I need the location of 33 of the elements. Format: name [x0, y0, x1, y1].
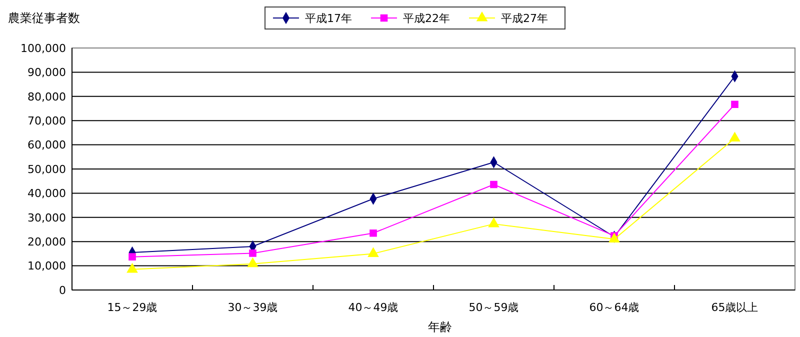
point: [249, 250, 256, 257]
legend-label: 平成27年: [501, 12, 548, 25]
y-tick-label: 80,000: [28, 90, 66, 104]
y-axis-title: 農業従事者数: [8, 11, 80, 25]
point: [729, 132, 740, 142]
x-tick-label: 50～59歳: [468, 301, 519, 314]
y-tick-label: 0: [59, 284, 66, 297]
point: [731, 100, 738, 108]
point: [128, 253, 136, 261]
y-tick-label: 50,000: [28, 162, 66, 176]
y-tick-label: 60,000: [28, 138, 66, 152]
y-tick-label: 70,000: [28, 114, 66, 128]
y-tick-label: 40,000: [28, 187, 66, 200]
point: [608, 233, 620, 242]
y-tick-label: 90,000: [28, 66, 66, 80]
point: [126, 263, 138, 273]
x-tick-label: 15～29歳: [107, 301, 158, 314]
legend-label: 平成17年: [305, 12, 352, 25]
x-tick-label: 60～64歳: [589, 301, 640, 314]
x-tick-label: 30～39歳: [228, 301, 278, 314]
point: [370, 229, 377, 237]
point: [488, 218, 500, 228]
y-tick-label: 20,000: [28, 235, 66, 248]
y-tick-label: 30,000: [28, 211, 66, 224]
x-tick-label: 65歳以上: [711, 301, 758, 314]
legend-label: 平成22年: [403, 12, 450, 25]
point: [247, 258, 258, 268]
y-tick-label: 100,000: [20, 42, 66, 55]
x-axis-title: 年齢: [428, 320, 452, 334]
y-tick-label: 10,000: [28, 260, 66, 273]
point: [490, 180, 498, 188]
x-tick-label: 40～49歳: [348, 301, 398, 314]
point: [368, 248, 379, 257]
